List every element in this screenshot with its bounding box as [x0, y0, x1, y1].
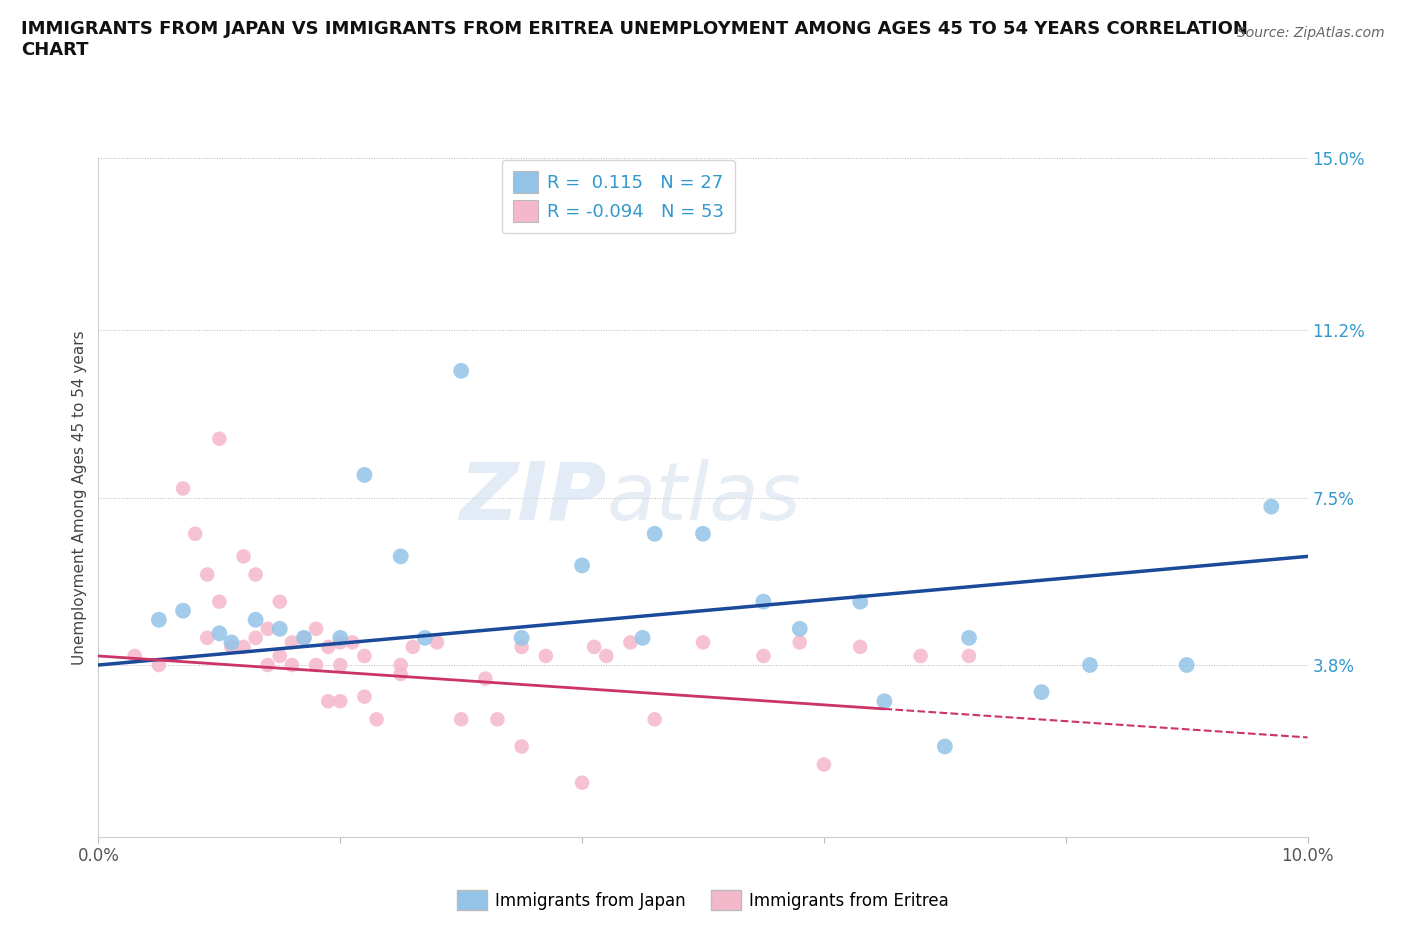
Text: Source: ZipAtlas.com: Source: ZipAtlas.com	[1237, 26, 1385, 40]
Point	[486, 711, 509, 726]
Point	[195, 631, 218, 645]
Point	[269, 648, 291, 663]
Point	[692, 526, 714, 541]
Point	[644, 526, 666, 541]
Point	[510, 631, 533, 645]
Point	[413, 631, 436, 645]
Point	[342, 635, 364, 650]
Point	[316, 694, 339, 709]
Point	[208, 594, 231, 609]
Point	[849, 594, 872, 609]
Point	[1260, 499, 1282, 514]
Point	[232, 640, 254, 655]
Point	[752, 594, 775, 609]
Point	[148, 612, 170, 627]
Point	[1078, 658, 1101, 672]
Point	[245, 612, 267, 627]
Point	[510, 640, 533, 655]
Point	[184, 526, 207, 541]
Point	[849, 640, 872, 655]
Point	[957, 631, 980, 645]
Text: ZIP: ZIP	[458, 458, 606, 537]
Point	[292, 631, 315, 645]
Point	[1175, 658, 1198, 672]
Point	[583, 640, 606, 655]
Point	[305, 658, 328, 672]
Point	[752, 648, 775, 663]
Point	[644, 711, 666, 726]
Point	[329, 658, 352, 672]
Point	[148, 658, 170, 672]
Point	[366, 711, 388, 726]
Point	[571, 776, 593, 790]
Point	[789, 621, 811, 636]
Point	[124, 648, 146, 663]
Point	[281, 658, 304, 672]
Point	[873, 694, 896, 709]
Point	[353, 648, 375, 663]
Point	[172, 481, 194, 496]
Point	[221, 640, 243, 655]
Point	[195, 567, 218, 582]
Point	[934, 739, 956, 754]
Point	[813, 757, 835, 772]
Point	[256, 658, 278, 672]
Point	[245, 631, 267, 645]
Point	[510, 739, 533, 754]
Point	[305, 621, 328, 636]
Point	[329, 635, 352, 650]
Point	[692, 635, 714, 650]
Point	[389, 667, 412, 682]
Point	[221, 635, 243, 650]
Point	[402, 640, 425, 655]
Point	[172, 604, 194, 618]
Point	[269, 594, 291, 609]
Point	[256, 621, 278, 636]
Point	[232, 549, 254, 564]
Legend: R =  0.115   N = 27, R = -0.094   N = 53: R = 0.115 N = 27, R = -0.094 N = 53	[502, 160, 735, 233]
Point	[474, 671, 496, 686]
Point	[292, 631, 315, 645]
Point	[789, 635, 811, 650]
Text: atlas: atlas	[606, 458, 801, 537]
Point	[353, 689, 375, 704]
Point	[571, 558, 593, 573]
Point	[245, 567, 267, 582]
Point	[208, 432, 231, 446]
Point	[329, 631, 352, 645]
Point	[208, 626, 231, 641]
Point	[595, 648, 617, 663]
Legend: Immigrants from Japan, Immigrants from Eritrea: Immigrants from Japan, Immigrants from E…	[450, 884, 956, 917]
Point	[450, 711, 472, 726]
Point	[534, 648, 557, 663]
Point	[353, 468, 375, 483]
Point	[281, 635, 304, 650]
Point	[389, 658, 412, 672]
Point	[450, 364, 472, 379]
Point	[910, 648, 932, 663]
Y-axis label: Unemployment Among Ages 45 to 54 years: Unemployment Among Ages 45 to 54 years	[72, 330, 87, 665]
Point	[957, 648, 980, 663]
Point	[619, 635, 641, 650]
Point	[426, 635, 449, 650]
Point	[631, 631, 654, 645]
Point	[1031, 684, 1053, 699]
Point	[269, 621, 291, 636]
Point	[329, 694, 352, 709]
Text: IMMIGRANTS FROM JAPAN VS IMMIGRANTS FROM ERITREA UNEMPLOYMENT AMONG AGES 45 TO 5: IMMIGRANTS FROM JAPAN VS IMMIGRANTS FROM…	[21, 20, 1249, 60]
Point	[316, 640, 339, 655]
Point	[389, 549, 412, 564]
